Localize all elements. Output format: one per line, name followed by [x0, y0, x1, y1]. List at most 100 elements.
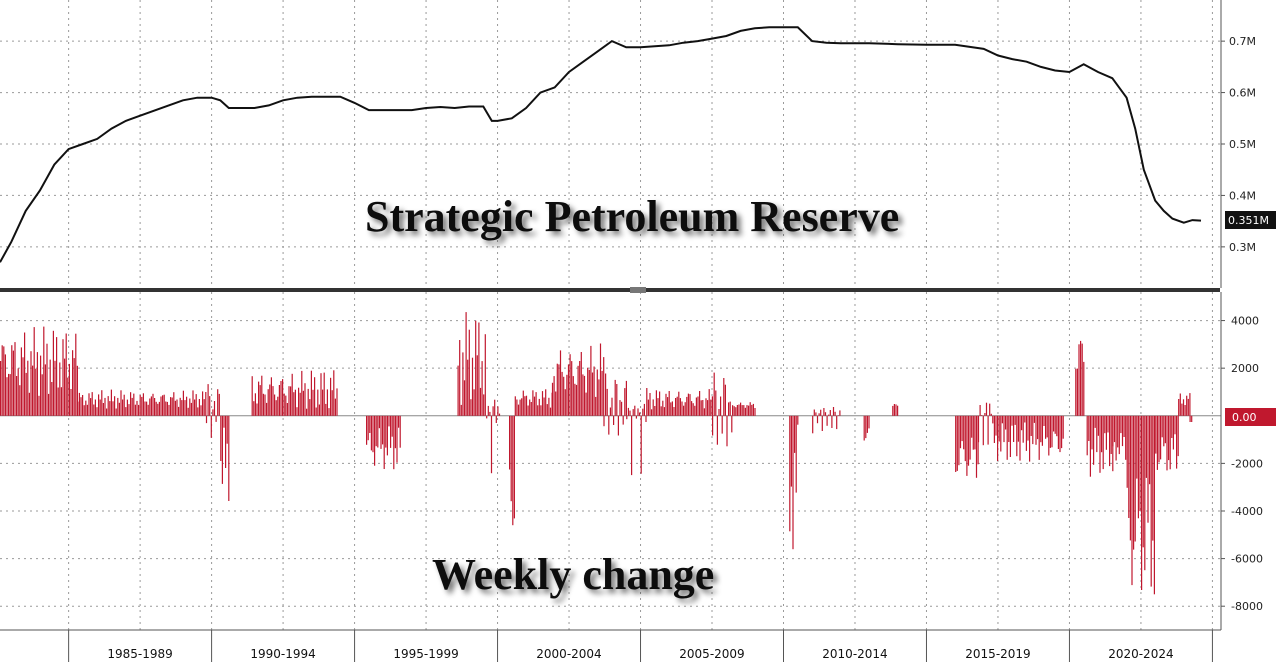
weekly-change-bar	[572, 376, 574, 416]
weekly-change-bar	[828, 414, 830, 416]
weekly-change-bar	[708, 389, 710, 416]
weekly-change-bar	[478, 322, 480, 416]
weekly-change-bar	[262, 393, 264, 416]
panel-separator-handle[interactable]	[630, 287, 646, 293]
weekly-change-bar	[749, 402, 751, 416]
weekly-change-bar	[1109, 415, 1111, 467]
weekly-change-bar	[213, 401, 216, 416]
x-axis-tick-label: 1985-1989	[107, 647, 172, 661]
weekly-change-bar	[115, 408, 117, 416]
weekly-change-bar	[585, 392, 587, 416]
weekly-change-bar	[374, 415, 376, 466]
weekly-change-bar	[538, 398, 540, 416]
weekly-change-bar	[25, 372, 27, 416]
weekly-change-bar	[797, 415, 799, 425]
weekly-change-bar	[990, 413, 992, 416]
weekly-change-bar	[1086, 415, 1088, 456]
weekly-change-bar	[598, 379, 600, 416]
weekly-change-y-tick-label: -8000	[1231, 600, 1263, 613]
weekly-change-bar	[259, 385, 261, 416]
weekly-change-bar	[328, 408, 330, 416]
weekly-change-bar	[601, 370, 603, 416]
weekly-change-bar	[1030, 415, 1032, 436]
weekly-change-bar	[735, 407, 737, 416]
weekly-change-bar	[46, 343, 48, 416]
weekly-change-bar	[754, 408, 756, 416]
weekly-change-bar	[963, 415, 965, 450]
weekly-change-bar	[19, 385, 21, 416]
weekly-change-bar	[752, 403, 754, 416]
weekly-change-bar	[1083, 361, 1085, 416]
weekly-change-bar	[396, 415, 398, 463]
weekly-change-bar	[298, 387, 300, 416]
weekly-change-bar	[982, 415, 984, 446]
weekly-change-bar	[98, 394, 100, 416]
weekly-change-bar	[711, 396, 713, 416]
weekly-change-bar	[1131, 415, 1133, 586]
weekly-change-bar	[75, 333, 77, 416]
weekly-change-bar	[1000, 415, 1002, 452]
weekly-change-bar	[1184, 405, 1186, 416]
weekly-change-bar	[457, 365, 459, 416]
weekly-change-bar	[102, 403, 104, 416]
weekly-change-bar	[813, 409, 815, 416]
weekly-change-y-tick-label: -2000	[1231, 457, 1263, 470]
weekly-change-bar	[272, 386, 274, 416]
weekly-change-bar	[1160, 415, 1162, 460]
weekly-change-bar	[301, 370, 303, 416]
weekly-change-bar	[302, 390, 304, 416]
weekly-change-bar	[1005, 415, 1007, 430]
weekly-change-bar	[617, 415, 619, 436]
weekly-change-bar	[519, 399, 521, 416]
weekly-change-bar	[1176, 415, 1178, 469]
weekly-change-bar	[723, 378, 725, 416]
panel-separator[interactable]	[0, 288, 1220, 292]
weekly-change-bar	[897, 405, 899, 416]
weekly-change-bar	[1021, 415, 1023, 431]
weekly-change-bar	[1, 345, 3, 416]
weekly-change-bar	[751, 404, 753, 416]
weekly-change-bar	[133, 393, 135, 416]
weekly-change-bar	[815, 412, 817, 416]
weekly-change-y-tick-label: 4000	[1231, 315, 1259, 328]
weekly-change-bar	[1156, 415, 1158, 470]
weekly-change-bar	[210, 415, 212, 438]
weekly-change-bar	[1166, 415, 1168, 471]
weekly-change-bar	[130, 392, 132, 416]
weekly-change-bar	[331, 390, 333, 416]
weekly-change-bar	[1022, 415, 1024, 443]
weekly-change-bar	[1099, 415, 1101, 473]
weekly-change-bar	[385, 415, 387, 448]
weekly-change-bar	[1126, 415, 1128, 488]
weekly-change-bar	[695, 397, 697, 416]
weekly-change-bar	[532, 390, 534, 416]
weekly-change-bar	[6, 377, 8, 416]
weekly-change-bar	[64, 358, 66, 416]
reserve-chart-title: Strategic Petroleum Reserve	[365, 192, 899, 241]
weekly-change-bar	[1181, 403, 1183, 416]
weekly-change-bar	[741, 405, 743, 416]
weekly-change-bar	[549, 407, 552, 416]
weekly-change-bar	[582, 374, 584, 416]
weekly-change-bar	[692, 403, 694, 416]
weekly-change-bar	[984, 413, 986, 416]
weekly-change-bar	[512, 415, 514, 526]
reserve-y-tick-label: 0.6M	[1229, 87, 1256, 100]
weekly-change-bar	[559, 350, 562, 416]
weekly-change-bar	[1038, 415, 1040, 460]
weekly-change-bar	[93, 404, 95, 416]
weekly-change-bar	[541, 391, 544, 416]
weekly-change-bar	[254, 393, 256, 416]
weekly-change-bar	[492, 406, 494, 416]
weekly-change-bar	[134, 404, 136, 416]
weekly-change-bar	[746, 405, 748, 416]
weekly-change-bar	[637, 408, 639, 416]
weekly-change-bar	[28, 392, 30, 416]
weekly-change-bar	[678, 391, 680, 416]
weekly-change-bar	[895, 404, 897, 416]
weekly-change-bar	[997, 415, 999, 461]
weekly-change-bar	[51, 382, 53, 416]
weekly-change-bar	[738, 404, 740, 416]
weekly-change-bar	[288, 386, 290, 416]
weekly-change-bar	[65, 333, 67, 416]
